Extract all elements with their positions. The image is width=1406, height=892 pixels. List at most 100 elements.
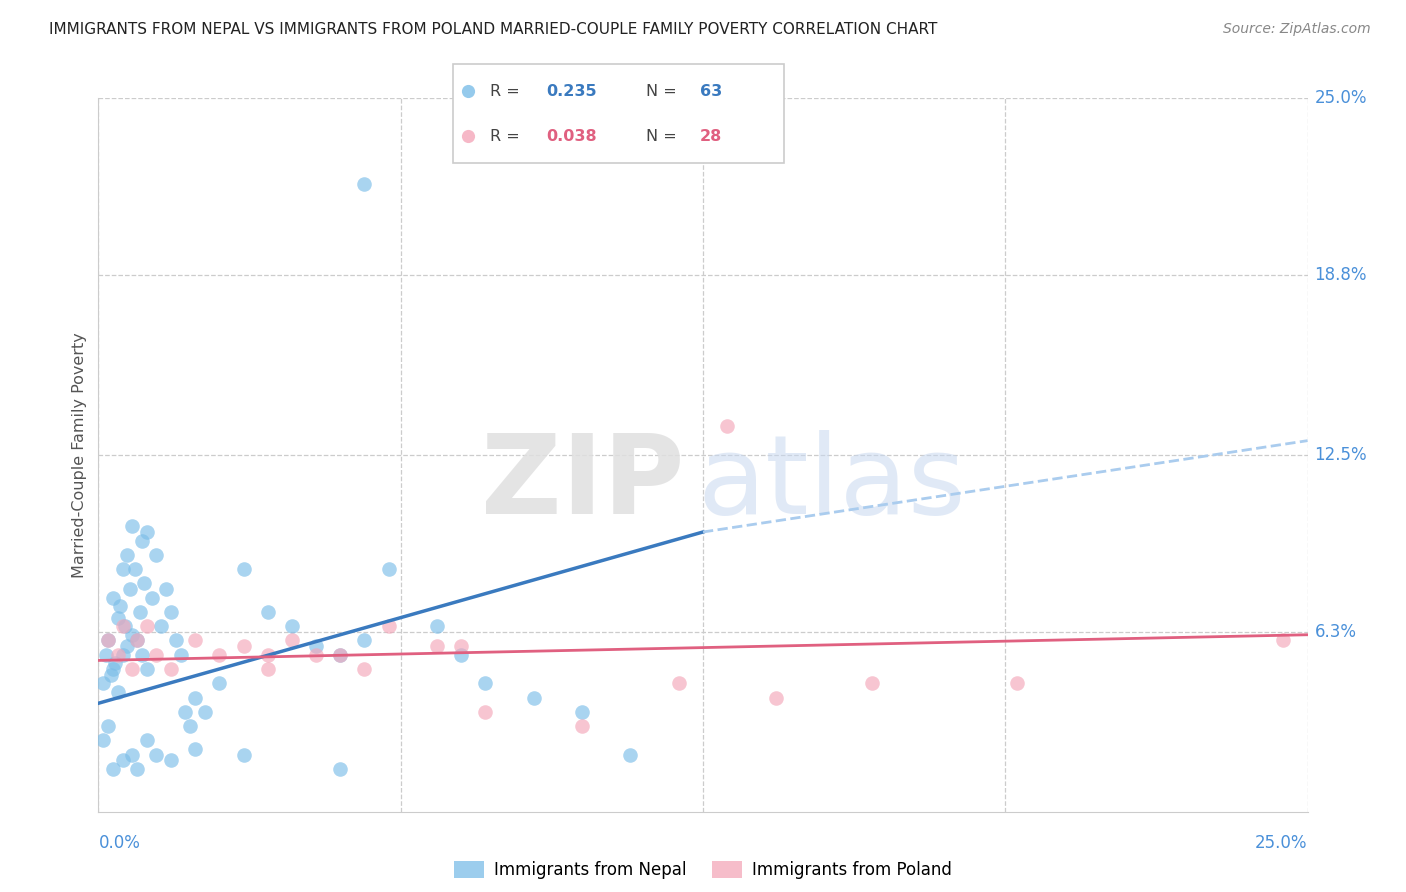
Text: atlas: atlas xyxy=(697,430,966,537)
Point xyxy=(155,582,177,596)
Point xyxy=(121,519,143,533)
Point xyxy=(117,639,139,653)
Point xyxy=(305,648,328,662)
Point xyxy=(111,619,134,633)
Point xyxy=(135,524,157,539)
Point xyxy=(160,753,183,767)
Y-axis label: Married-Couple Family Poverty: Married-Couple Family Poverty xyxy=(72,332,87,578)
Point xyxy=(426,619,449,633)
Point xyxy=(111,562,134,576)
Text: 12.5%: 12.5% xyxy=(1315,446,1367,464)
Point xyxy=(184,742,207,756)
Point xyxy=(571,719,593,733)
Point xyxy=(232,562,254,576)
Point xyxy=(135,733,157,747)
Point xyxy=(329,762,352,776)
Point xyxy=(377,619,399,633)
Point xyxy=(111,753,134,767)
Text: 28: 28 xyxy=(700,128,721,144)
Point xyxy=(1007,676,1029,690)
Point xyxy=(457,84,479,98)
Text: N =: N = xyxy=(645,84,676,99)
Point xyxy=(107,648,129,662)
Point xyxy=(174,705,197,719)
Point xyxy=(450,648,472,662)
Point xyxy=(1272,633,1295,648)
Point xyxy=(179,719,201,733)
Text: 0.038: 0.038 xyxy=(546,128,596,144)
FancyBboxPatch shape xyxy=(453,64,785,163)
Point xyxy=(450,639,472,653)
Point xyxy=(329,648,352,662)
Text: 6.3%: 6.3% xyxy=(1315,623,1357,640)
Point xyxy=(97,633,120,648)
Point xyxy=(619,747,641,762)
Point xyxy=(101,591,124,605)
Point xyxy=(523,690,546,705)
Point xyxy=(135,619,157,633)
Text: 25.0%: 25.0% xyxy=(1315,89,1367,107)
Point xyxy=(127,762,149,776)
Point xyxy=(668,676,690,690)
Point xyxy=(329,648,352,662)
Point xyxy=(765,690,787,705)
Point xyxy=(94,648,117,662)
Text: 25.0%: 25.0% xyxy=(1256,834,1308,852)
Point xyxy=(97,719,120,733)
Text: R =: R = xyxy=(491,128,520,144)
Point xyxy=(305,639,328,653)
Point xyxy=(121,628,143,642)
Point xyxy=(256,648,278,662)
Point xyxy=(107,685,129,699)
Point xyxy=(127,633,149,648)
Point xyxy=(127,633,149,648)
Text: 18.8%: 18.8% xyxy=(1315,266,1367,284)
Point xyxy=(114,619,136,633)
Point xyxy=(353,177,375,191)
Point xyxy=(111,648,134,662)
Point xyxy=(117,548,139,562)
Point xyxy=(107,610,129,624)
Point xyxy=(353,633,375,648)
Point xyxy=(160,662,183,676)
Point xyxy=(184,690,207,705)
Point xyxy=(91,733,114,747)
Point xyxy=(145,648,167,662)
Point xyxy=(121,747,143,762)
Text: 0.235: 0.235 xyxy=(546,84,596,99)
Point xyxy=(169,648,191,662)
Point xyxy=(100,667,122,681)
Text: Source: ZipAtlas.com: Source: ZipAtlas.com xyxy=(1223,22,1371,37)
Point xyxy=(474,705,496,719)
Point xyxy=(131,648,153,662)
Text: ZIP: ZIP xyxy=(481,430,685,537)
Point xyxy=(165,633,187,648)
Point xyxy=(184,633,207,648)
Point xyxy=(108,599,131,614)
Point xyxy=(131,533,153,548)
Point xyxy=(97,633,120,648)
Point xyxy=(194,705,217,719)
Text: N =: N = xyxy=(645,128,676,144)
Point xyxy=(121,662,143,676)
Legend: Immigrants from Nepal, Immigrants from Poland: Immigrants from Nepal, Immigrants from P… xyxy=(447,854,959,886)
Point xyxy=(377,562,399,576)
Point xyxy=(256,662,278,676)
Point xyxy=(208,648,231,662)
Point xyxy=(353,662,375,676)
Point xyxy=(232,747,254,762)
Point xyxy=(208,676,231,690)
Text: 0.0%: 0.0% xyxy=(98,834,141,852)
Point xyxy=(145,747,167,762)
Point xyxy=(145,548,167,562)
Point xyxy=(101,662,124,676)
Text: IMMIGRANTS FROM NEPAL VS IMMIGRANTS FROM POLAND MARRIED-COUPLE FAMILY POVERTY CO: IMMIGRANTS FROM NEPAL VS IMMIGRANTS FROM… xyxy=(49,22,938,37)
Point xyxy=(135,662,157,676)
Point xyxy=(256,605,278,619)
Point xyxy=(118,582,141,596)
Point xyxy=(457,129,479,144)
Point xyxy=(104,657,127,671)
Point xyxy=(128,605,150,619)
Point xyxy=(571,705,593,719)
Point xyxy=(160,605,183,619)
